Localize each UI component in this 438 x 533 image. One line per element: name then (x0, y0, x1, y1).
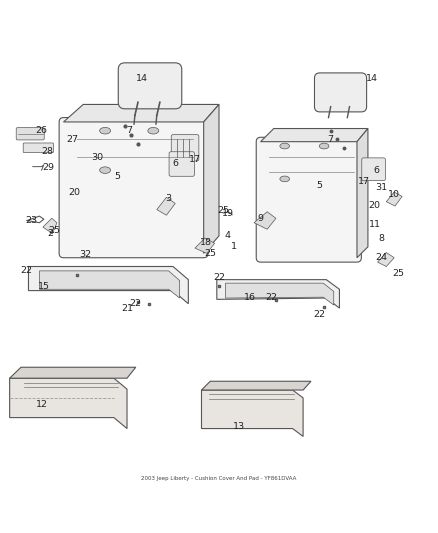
Polygon shape (261, 128, 368, 142)
Polygon shape (201, 390, 303, 437)
Text: 25: 25 (217, 206, 230, 215)
Polygon shape (39, 271, 180, 298)
Text: 23: 23 (25, 216, 38, 225)
Polygon shape (157, 197, 175, 215)
Text: 15: 15 (38, 282, 50, 290)
FancyBboxPatch shape (169, 152, 194, 176)
Text: 2003 Jeep Liberty - Cushion Cover And Pad - YF861DVAA: 2003 Jeep Liberty - Cushion Cover And Pa… (141, 476, 297, 481)
Text: 19: 19 (222, 209, 234, 219)
Ellipse shape (280, 143, 290, 149)
Text: 7: 7 (328, 135, 334, 144)
Text: 10: 10 (388, 190, 400, 199)
Text: 2: 2 (47, 229, 53, 238)
FancyBboxPatch shape (118, 63, 182, 109)
Text: 14: 14 (366, 74, 378, 83)
Text: 22: 22 (314, 310, 326, 319)
Ellipse shape (99, 167, 110, 173)
Text: 5: 5 (317, 181, 323, 190)
Text: 31: 31 (375, 183, 387, 192)
Text: 22: 22 (130, 299, 142, 308)
Text: 22: 22 (20, 266, 32, 276)
Polygon shape (10, 367, 136, 378)
Text: 5: 5 (114, 172, 120, 181)
Ellipse shape (280, 176, 290, 182)
Text: 18: 18 (200, 238, 212, 247)
Text: 28: 28 (41, 147, 53, 156)
Text: 11: 11 (368, 220, 381, 229)
Text: 24: 24 (375, 253, 387, 262)
FancyBboxPatch shape (16, 128, 44, 140)
Polygon shape (10, 378, 127, 429)
Text: 25: 25 (204, 249, 216, 258)
Polygon shape (204, 104, 219, 253)
FancyBboxPatch shape (256, 138, 361, 262)
Text: 25: 25 (392, 269, 405, 278)
Text: 6: 6 (374, 166, 380, 175)
Polygon shape (357, 128, 368, 258)
Text: 1: 1 (231, 243, 237, 251)
Polygon shape (217, 280, 339, 308)
Text: 17: 17 (189, 155, 201, 164)
Text: 17: 17 (357, 176, 370, 185)
Text: 27: 27 (66, 135, 78, 144)
Text: 6: 6 (172, 159, 178, 168)
Text: 7: 7 (126, 126, 132, 135)
Polygon shape (226, 283, 334, 305)
Ellipse shape (99, 127, 110, 134)
Text: 12: 12 (35, 400, 48, 409)
Polygon shape (64, 104, 219, 122)
Text: 20: 20 (368, 201, 381, 209)
Text: 21: 21 (121, 304, 133, 313)
Text: 9: 9 (258, 214, 264, 223)
Polygon shape (28, 266, 188, 304)
Ellipse shape (319, 143, 329, 149)
Polygon shape (201, 381, 311, 390)
Text: 30: 30 (91, 154, 103, 163)
Text: 22: 22 (265, 293, 278, 302)
Text: 26: 26 (35, 126, 48, 135)
FancyBboxPatch shape (23, 143, 53, 152)
Text: 32: 32 (79, 250, 92, 259)
FancyBboxPatch shape (362, 158, 385, 181)
Polygon shape (386, 192, 402, 206)
Ellipse shape (148, 127, 159, 134)
Text: 16: 16 (244, 293, 256, 302)
FancyBboxPatch shape (59, 118, 208, 258)
Text: 22: 22 (213, 273, 225, 282)
Text: 20: 20 (68, 188, 81, 197)
Text: 13: 13 (233, 422, 245, 431)
Text: 25: 25 (49, 226, 61, 235)
Polygon shape (195, 238, 215, 253)
Text: 29: 29 (42, 163, 54, 172)
FancyBboxPatch shape (171, 135, 199, 161)
Polygon shape (254, 212, 276, 229)
FancyBboxPatch shape (314, 73, 367, 112)
Polygon shape (43, 219, 57, 233)
Polygon shape (378, 253, 394, 266)
Text: 3: 3 (166, 194, 172, 203)
Text: 14: 14 (136, 74, 148, 83)
Text: 4: 4 (225, 231, 231, 240)
Text: 8: 8 (378, 233, 384, 243)
